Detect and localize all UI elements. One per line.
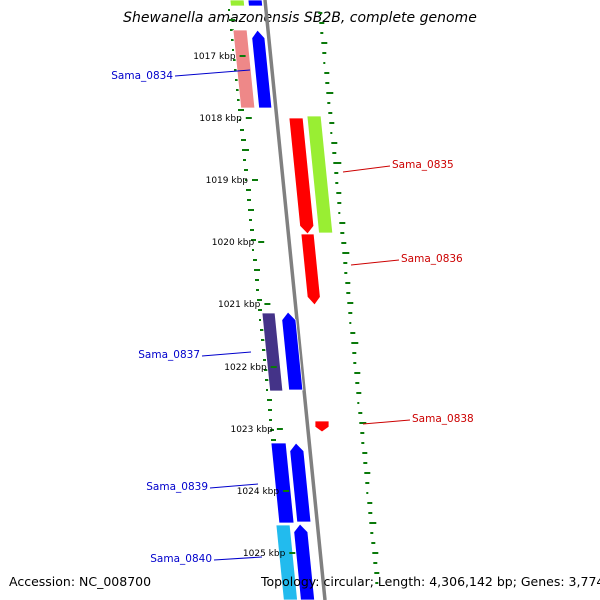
label-leader-line bbox=[342, 165, 391, 173]
gene-label-sama-0834[interactable]: Sama_0834 bbox=[111, 70, 173, 82]
gene-label-sama-0835[interactable]: Sama_0835 bbox=[392, 159, 454, 171]
feature-sama-0839[interactable] bbox=[270, 442, 295, 524]
cds-sama-0836[interactable] bbox=[300, 233, 321, 306]
gene-label-sama-0840[interactable]: Sama_0840 bbox=[150, 553, 212, 565]
label-leader-line bbox=[362, 419, 411, 425]
partial-feature[interactable] bbox=[247, 0, 264, 7]
cds-sama-0835[interactable] bbox=[288, 117, 315, 235]
feature-sama-0835[interactable] bbox=[306, 115, 334, 234]
ruler-label: 1021 kbp bbox=[218, 300, 261, 310]
cds-sama-0839[interactable] bbox=[289, 442, 312, 523]
gene-features bbox=[229, 0, 334, 600]
ruler-label: 1023 kbp bbox=[230, 425, 273, 435]
gene-label-sama-0836[interactable]: Sama_0836 bbox=[401, 253, 463, 265]
ruler-label: 1025 kbp bbox=[243, 549, 286, 559]
ruler-label: 1020 kbp bbox=[212, 238, 255, 248]
accession-text: Accession: NC_008700 bbox=[9, 574, 152, 589]
cds-sama-0840[interactable] bbox=[293, 523, 316, 600]
topology-text: Topology: circular; Length: 4,306,142 bp… bbox=[261, 574, 600, 589]
feature-sama-0834[interactable] bbox=[232, 29, 256, 109]
label-leader-line bbox=[209, 483, 259, 489]
kbp-ruler: 1017 kbp 1018 kbp 1019 kbp 1020 kbp 1021 kbp… bbox=[193, 52, 296, 559]
cds-sama-0837[interactable] bbox=[281, 311, 304, 391]
label-leader-line bbox=[350, 259, 400, 266]
gene-labels: Sama_0834 Sama_0835 Sama_0836 Sama_0837 Sama… bbox=[111, 69, 474, 565]
map-title: Shewanella amazonensis SB2B, complete ge… bbox=[123, 10, 477, 26]
gene-label-sama-0839[interactable]: Sama_0839 bbox=[146, 481, 208, 493]
label-leader-line bbox=[201, 351, 252, 357]
backbone-line bbox=[263, 0, 327, 600]
partial-feature[interactable] bbox=[229, 0, 246, 7]
ruler-label: 1017 kbp bbox=[193, 52, 236, 62]
backbone bbox=[263, 0, 327, 600]
label-leader-line bbox=[213, 556, 263, 561]
feature-sama-0837[interactable] bbox=[261, 312, 284, 392]
gene-label-sama-0838[interactable]: Sama_0838 bbox=[412, 413, 474, 425]
ruler-label: 1024 kbp bbox=[237, 487, 280, 497]
ruler-label: 1019 kbp bbox=[206, 176, 249, 186]
feature-sama-0840[interactable] bbox=[275, 524, 298, 600]
ruler-label: 1018 kbp bbox=[199, 114, 242, 124]
label-leader-line bbox=[174, 69, 251, 77]
gene-label-sama-0837[interactable]: Sama_0837 bbox=[138, 349, 200, 361]
cds-sama-0834[interactable] bbox=[251, 29, 273, 109]
ruler-label: 1022 kbp bbox=[224, 363, 267, 373]
cds-sama-0838[interactable] bbox=[314, 420, 330, 433]
